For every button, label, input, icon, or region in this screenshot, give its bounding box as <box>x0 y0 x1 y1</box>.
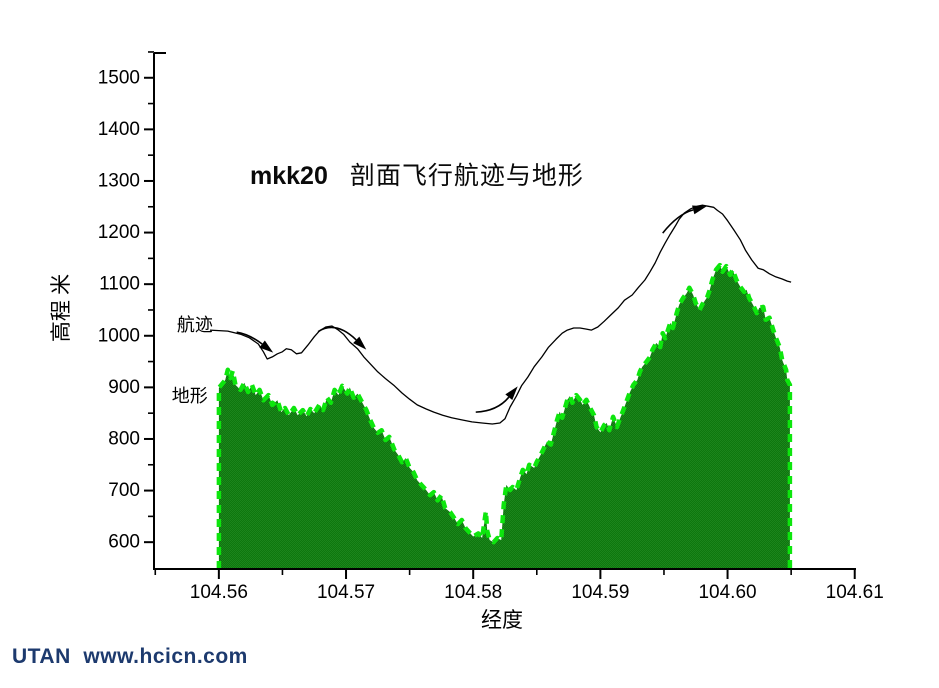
watermark: UTAN www.hcicn.com <box>12 645 248 668</box>
arrow-head <box>505 386 518 401</box>
x-tick-label: 104.56 <box>190 582 248 603</box>
flight-direction-arrows <box>236 205 707 413</box>
y-axis-label: 高程 米 <box>49 274 73 342</box>
y-tick-label: 1300 <box>98 170 140 191</box>
terrain-area <box>216 262 793 569</box>
terrain-series-label: 地形 <box>172 386 208 406</box>
x-tick-label: 104.58 <box>444 582 502 603</box>
y-tick-label: 1400 <box>98 119 140 140</box>
arrow-shaft <box>236 331 263 345</box>
arrow-shaft <box>475 396 510 413</box>
terrain-series <box>216 262 793 569</box>
x-tick-label: 104.60 <box>698 582 756 603</box>
chart-title-prefix: mkk20 <box>250 162 328 190</box>
track-series-label: 航迹 <box>177 315 213 335</box>
flight-track-line <box>209 204 792 425</box>
y-tick-label: 1100 <box>99 274 140 295</box>
arrow-head <box>353 336 367 350</box>
flight-track-series <box>209 204 792 425</box>
x-tick-label: 104.59 <box>571 582 629 603</box>
arrow-head <box>692 205 707 215</box>
y-tick-label: 800 <box>108 428 140 449</box>
x-tick-label: 104.57 <box>317 582 375 603</box>
arrow-shaft <box>317 326 357 341</box>
chart-title-text: 剖面飞行航迹与地形 <box>349 163 584 190</box>
y-tick-label: 700 <box>108 480 140 501</box>
y-tick-label: 1500 <box>98 67 140 88</box>
axis-spines <box>153 53 856 570</box>
arrow-shaft <box>662 209 694 234</box>
y-tick-label: 900 <box>108 377 140 398</box>
y-tick-label: 600 <box>108 532 140 553</box>
y-tick-label: 1200 <box>98 222 140 243</box>
arrow-head <box>259 340 274 353</box>
y-tick-label: 1000 <box>98 325 140 346</box>
x-tick-label: 104.61 <box>826 582 884 603</box>
axes <box>144 51 856 579</box>
x-axis-label: 经度 <box>481 608 523 632</box>
chart-title: mkk20 剖面飞行航迹与地形 <box>250 156 584 192</box>
axis-text: 600 700 800 900 1000 1100 1200 1300 1400 1500 104.… <box>49 67 884 632</box>
